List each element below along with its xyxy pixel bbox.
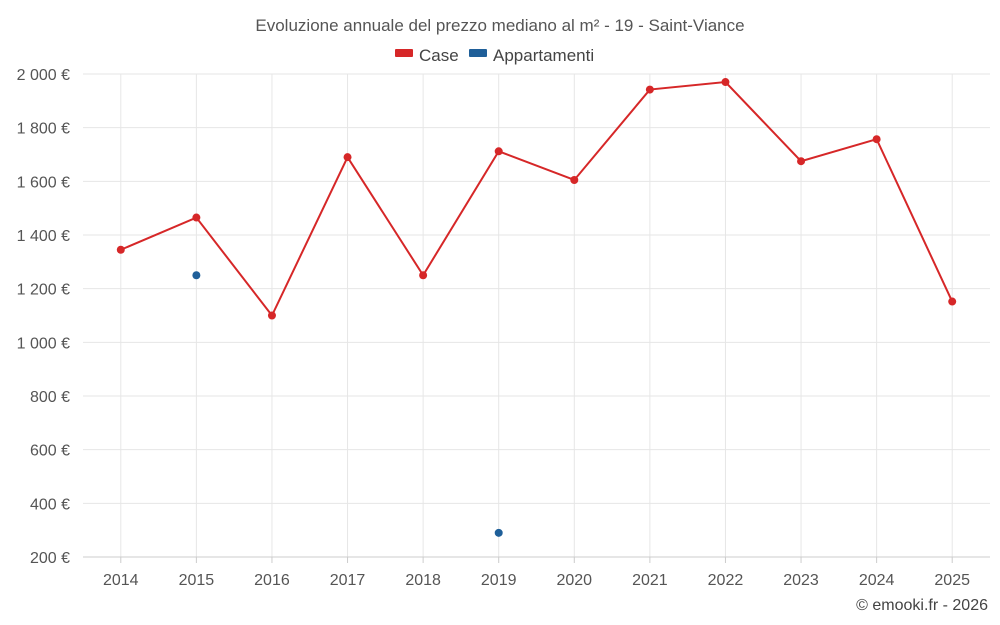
data-point-case-2016[interactable]	[267, 311, 276, 320]
data-point-case-2021[interactable]	[645, 85, 654, 94]
series-line-case	[120, 81, 954, 318]
plot-area	[116, 78, 957, 537]
x-tick-label: 2020	[556, 572, 592, 589]
credit-text: © emooki.fr - 2026	[856, 597, 988, 614]
data-point-case-2023[interactable]	[797, 157, 806, 166]
x-tick-label: 2016	[254, 572, 290, 589]
x-tick-label: 2022	[708, 572, 744, 589]
legend-label-case[interactable]: Case	[419, 46, 459, 65]
y-tick-label: 1 200 €	[17, 282, 70, 299]
data-point-case-2019[interactable]	[494, 147, 503, 156]
data-point-case-2015[interactable]	[192, 213, 201, 222]
y-tick-label: 2 000 €	[17, 67, 70, 84]
data-point-case-2020[interactable]	[570, 175, 579, 184]
x-tick-label: 2025	[934, 572, 970, 589]
data-point-case-2022[interactable]	[721, 78, 730, 87]
y-tick-label: 600 €	[30, 443, 70, 460]
y-tick-label: 400 €	[30, 496, 70, 513]
x-tick-label: 2024	[859, 572, 895, 589]
y-tick-label: 1 000 €	[17, 335, 70, 352]
x-tick-label: 2021	[632, 572, 668, 589]
data-point-case-2014[interactable]	[116, 245, 125, 254]
x-tick-label: 2014	[103, 572, 139, 589]
y-tick-label: 200 €	[30, 550, 70, 567]
data-point-case-2017[interactable]	[343, 153, 352, 162]
x-tick-label: 2017	[330, 572, 366, 589]
x-tick-label: 2019	[481, 572, 517, 589]
y-tick-label: 1 400 €	[17, 228, 70, 245]
x-tick-label: 2023	[783, 572, 819, 589]
grid	[83, 73, 990, 557]
legend-label-appartamenti[interactable]: Appartamenti	[493, 46, 594, 65]
x-tick-label: 2018	[405, 572, 441, 589]
legend-swatch-appartamenti	[469, 49, 487, 57]
legend-swatch-case	[395, 49, 413, 57]
y-axis-ticks: 200 € 400 € 600 € 800 € 1 000 € 1 200 € 1 400 …	[17, 67, 70, 567]
data-point-appartamenti-2015[interactable]	[192, 271, 201, 280]
x-axis-ticks: 2014 2015 2016 2017 2018 2019 2020 2021 2022 2023…	[103, 557, 970, 589]
data-point-appartamenti-2019[interactable]	[494, 528, 503, 537]
y-tick-label: 1 600 €	[17, 174, 70, 191]
data-point-case-2024[interactable]	[872, 135, 881, 144]
data-point-case-2025[interactable]	[948, 297, 957, 306]
y-tick-label: 800 €	[30, 389, 70, 406]
y-tick-label: 1 800 €	[17, 121, 70, 138]
chart-title: Evoluzione annuale del prezzo mediano al…	[255, 16, 744, 35]
data-point-case-2018[interactable]	[419, 271, 428, 280]
legend: Case Appartamenti	[395, 46, 594, 65]
x-tick-label: 2015	[179, 572, 215, 589]
